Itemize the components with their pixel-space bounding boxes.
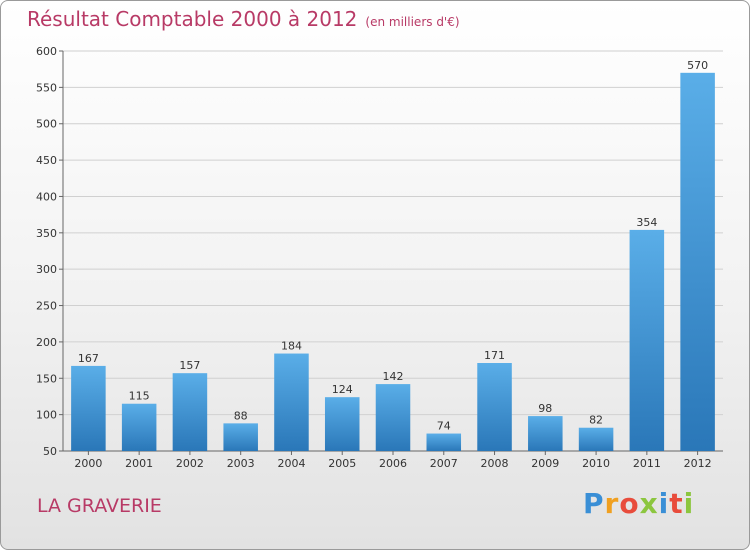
chart-title-block: Résultat Comptable 2000 à 2012 (en millie… — [27, 7, 460, 31]
value-label-2006: 142 — [383, 370, 404, 383]
y-tick-label: 600 — [36, 45, 57, 58]
logo-letter: x — [639, 487, 659, 520]
x-tick-label-2006: 2006 — [379, 457, 407, 470]
logo-letter: i — [658, 487, 670, 520]
proxiti-logo: Proxiti — [583, 487, 694, 520]
value-label-2009: 98 — [538, 402, 552, 415]
x-tick-label-2010: 2010 — [582, 457, 610, 470]
value-label-2010: 82 — [589, 414, 603, 427]
logo-letter: o — [619, 487, 640, 520]
bar-2011 — [629, 229, 665, 451]
value-label-2000: 167 — [78, 352, 99, 365]
y-tick-label: 550 — [36, 81, 57, 94]
bar-2006 — [375, 384, 411, 451]
x-tick-label-2011: 2011 — [633, 457, 661, 470]
x-tick-label-2009: 2009 — [531, 457, 559, 470]
chart-title: Résultat Comptable 2000 à 2012 — [27, 7, 358, 31]
y-tick-label: 300 — [36, 263, 57, 276]
y-tick-label: 400 — [36, 190, 57, 203]
bar-2002 — [172, 373, 208, 451]
logo-letter: i — [683, 487, 695, 520]
y-tick-label: 50 — [43, 445, 57, 458]
value-label-2001: 115 — [129, 390, 150, 403]
bar-2007 — [426, 433, 462, 451]
y-tick-label: 200 — [36, 336, 57, 349]
x-tick-label-2004: 2004 — [277, 457, 305, 470]
bar-2005 — [324, 397, 360, 451]
value-label-2007: 74 — [437, 420, 451, 433]
chart-subtitle: (en milliers d'€) — [365, 15, 460, 29]
x-tick-label-2012: 2012 — [684, 457, 712, 470]
x-tick-label-2007: 2007 — [430, 457, 458, 470]
x-tick-label-2000: 2000 — [74, 457, 102, 470]
y-tick-label: 250 — [36, 300, 57, 313]
x-tick-label-2002: 2002 — [176, 457, 204, 470]
y-tick-label: 100 — [36, 409, 57, 422]
x-tick-label-2008: 2008 — [481, 457, 509, 470]
value-label-2005: 124 — [332, 383, 353, 396]
bar-2010 — [578, 427, 614, 451]
bar-2008 — [477, 363, 512, 451]
y-tick-label: 500 — [36, 118, 57, 131]
y-tick-label: 150 — [36, 372, 57, 385]
commune-name: LA GRAVERIE — [37, 495, 162, 517]
value-label-2008: 171 — [484, 349, 505, 362]
bar-2001 — [121, 403, 157, 451]
value-label-2012: 570 — [687, 59, 708, 72]
bar-2009 — [528, 416, 563, 451]
bars — [71, 72, 715, 452]
bar-2000 — [71, 365, 106, 451]
logo-letter: r — [604, 487, 620, 520]
value-label-2011: 354 — [636, 216, 657, 229]
logo-letter: t — [669, 487, 684, 520]
logo-letter: P — [583, 487, 605, 520]
bar-2003 — [223, 423, 258, 451]
x-tick-label-2001: 2001 — [125, 457, 153, 470]
value-label-2004: 184 — [281, 340, 302, 353]
bar-2012 — [680, 72, 715, 452]
x-tick-label-2005: 2005 — [328, 457, 356, 470]
value-label-2002: 157 — [179, 359, 200, 372]
x-tick-label-2003: 2003 — [227, 457, 255, 470]
y-tick-label: 350 — [36, 227, 57, 240]
labels: 50 100 150 200 250 300 350 400 450 500 550 600 167 20… — [36, 45, 712, 470]
bar-2004 — [274, 353, 309, 451]
y-tick-label: 450 — [36, 154, 57, 167]
value-label-2003: 88 — [234, 409, 248, 422]
